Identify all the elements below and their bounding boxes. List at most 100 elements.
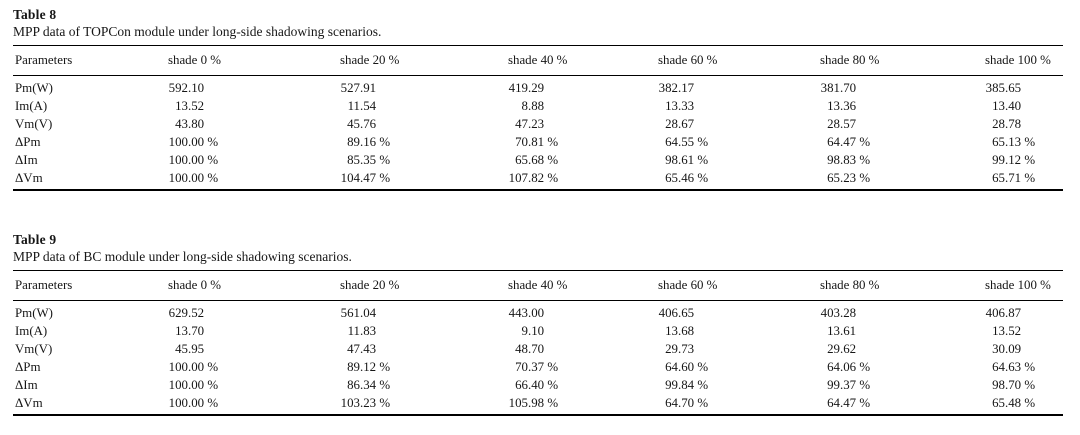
value-cell: 11.83 <box>340 322 508 340</box>
value-integer-part: 13 <box>175 99 188 113</box>
value-integer-part: 13 <box>992 99 1005 113</box>
value-integer-part: 70 <box>515 135 528 149</box>
value-integer-part: 89 <box>347 135 360 149</box>
parameter-label: Pm(W) <box>15 81 53 95</box>
value-cell: 29.62 <box>820 340 985 358</box>
value-cell: 65.71 % <box>985 169 1063 190</box>
value-cell: 13.61 <box>820 322 985 340</box>
value-integer-part: 100 <box>168 135 188 149</box>
value-cell: 28.57 <box>820 115 985 133</box>
value-cell: 99.12 % <box>985 151 1063 169</box>
value-cell: 13.70 <box>168 322 340 340</box>
parameter-label: Vm(V) <box>15 342 53 356</box>
value-cell: 629.52 <box>168 306 205 320</box>
value-integer-part: 406 <box>985 306 1005 320</box>
value-cell: 89.16 % <box>340 133 508 151</box>
table-row: ΔVm 100.00 % 104.47 % 107.82 % 65.46 % 65.23 … <box>13 169 1063 190</box>
value-integer-part: 11 <box>347 99 360 113</box>
value-integer-part: 9 <box>521 324 528 338</box>
value-integer-part: 47 <box>347 342 360 356</box>
value-integer-part: 99 <box>992 153 1005 167</box>
parameter-label: ΔPm <box>15 360 41 374</box>
column-header: shade 60 % <box>658 270 820 301</box>
table-row: ΔIm 100.00 % 85.35 % 65.68 % 98.61 % 98.83 % 9… <box>13 151 1063 169</box>
value-integer-part: 29 <box>827 342 840 356</box>
parameter-label: ΔIm <box>15 153 38 167</box>
value-cell: 98.70 % <box>985 376 1063 394</box>
value-cell: 65.68 % <box>508 151 658 169</box>
value-integer-part: 45 <box>175 342 188 356</box>
column-header: shade 100 % <box>985 270 1063 301</box>
value-cell: 13.52 <box>168 97 340 115</box>
value-integer-part: 13 <box>827 324 840 338</box>
value-integer-part: 65 <box>992 396 1005 410</box>
value-integer-part: 13 <box>827 99 840 113</box>
table-row: Pm(W) 592.10 527.91 419.29 382.17 381.70 385.6… <box>13 76 1063 98</box>
value-integer-part: 64 <box>827 360 840 374</box>
value-cell: 419.29 <box>508 81 545 95</box>
table-9: Parameters shade 0 % shade 20 % shade 40 % s… <box>13 270 1063 416</box>
value-cell: 561.04 <box>340 306 377 320</box>
value-cell: 100.00 % <box>168 360 219 374</box>
value-cell: 65.46 % <box>658 169 820 190</box>
value-integer-part: 30 <box>992 342 1005 356</box>
value-integer-part: 382 <box>658 81 678 95</box>
value-cell: 105.98 % <box>508 396 559 410</box>
value-integer-part: 48 <box>515 342 528 356</box>
value-integer-part: 443 <box>508 306 528 320</box>
value-cell: 28.78 <box>985 115 1063 133</box>
value-cell: 9.10 <box>508 322 658 340</box>
parameter-label: Im(A) <box>15 99 48 113</box>
value-cell: 64.47 % <box>820 394 985 415</box>
value-cell: 100.00 % <box>168 135 219 149</box>
value-integer-part: 403 <box>820 306 840 320</box>
value-cell: 70.81 % <box>508 133 658 151</box>
value-cell: 382.17 <box>658 81 695 95</box>
value-integer-part: 70 <box>515 360 528 374</box>
parameter-label: Pm(W) <box>15 306 53 320</box>
table-row: ΔVm 100.00 % 103.23 % 105.98 % 64.70 % 64.47 … <box>13 394 1063 415</box>
value-cell: 592.10 <box>168 81 205 95</box>
value-cell: 13.52 <box>985 322 1063 340</box>
value-cell: 64.70 % <box>658 394 820 415</box>
value-cell: 43.80 <box>168 115 340 133</box>
value-cell: 100.00 % <box>168 171 219 185</box>
value-integer-part: 100 <box>168 378 188 392</box>
value-integer-part: 381 <box>820 81 840 95</box>
value-cell: 47.23 <box>508 115 658 133</box>
table-8: Parameters shade 0 % shade 20 % shade 40 % s… <box>13 45 1063 191</box>
table-row: Vm(V) 45.95 47.43 48.70 29.73 29.62 30.09 <box>13 340 1063 358</box>
value-cell: 48.70 <box>508 340 658 358</box>
column-header: shade 40 % <box>508 270 658 301</box>
value-cell: 30.09 <box>985 340 1063 358</box>
value-integer-part: 11 <box>347 324 360 338</box>
value-integer-part: 65 <box>992 135 1005 149</box>
value-integer-part: 100 <box>168 360 188 374</box>
value-integer-part: 65 <box>665 171 678 185</box>
column-header: Parameters <box>13 45 168 76</box>
value-integer-part: 28 <box>665 117 678 131</box>
value-cell: 47.43 <box>340 340 508 358</box>
value-cell: 99.37 % <box>820 376 985 394</box>
value-integer-part: 100 <box>168 171 188 185</box>
table-8-caption: MPP data of TOPCon module under long-sid… <box>13 24 382 39</box>
value-cell: 64.06 % <box>820 358 985 376</box>
header-row: Parameters shade 0 % shade 20 % shade 40 % s… <box>13 270 1063 301</box>
value-cell: 8.88 <box>508 97 658 115</box>
value-integer-part: 592 <box>168 81 188 95</box>
column-header: shade 80 % <box>820 270 985 301</box>
value-integer-part: 100 <box>168 153 188 167</box>
value-cell: 86.34 % <box>340 376 508 394</box>
table-row: ΔIm 100.00 % 86.34 % 66.40 % 99.84 % 99.37 % 9… <box>13 376 1063 394</box>
value-integer-part: 64 <box>992 360 1005 374</box>
value-cell: 385.65 <box>985 81 1022 95</box>
value-integer-part: 66 <box>515 378 528 392</box>
value-integer-part: 629 <box>168 306 188 320</box>
value-cell: 381.70 <box>820 81 857 95</box>
value-cell: 406.87 <box>985 306 1022 320</box>
table-row: ΔPm 100.00 % 89.12 % 70.37 % 64.60 % 64.06 % 6… <box>13 358 1063 376</box>
value-cell: 98.61 % <box>658 151 820 169</box>
parameter-label: Im(A) <box>15 324 48 338</box>
value-integer-part: 8 <box>521 99 528 113</box>
value-cell: 13.68 <box>658 322 820 340</box>
